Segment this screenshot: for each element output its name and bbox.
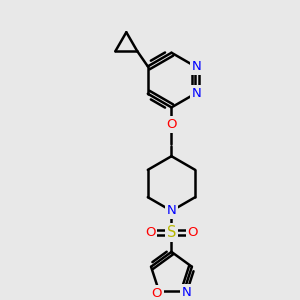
Text: N: N bbox=[192, 87, 202, 100]
Text: N: N bbox=[182, 286, 192, 299]
Text: S: S bbox=[167, 225, 176, 240]
Text: O: O bbox=[166, 118, 177, 131]
Text: N: N bbox=[192, 60, 202, 73]
Text: O: O bbox=[145, 226, 155, 239]
Text: O: O bbox=[188, 226, 198, 239]
Text: O: O bbox=[152, 287, 162, 300]
Text: N: N bbox=[167, 204, 176, 218]
